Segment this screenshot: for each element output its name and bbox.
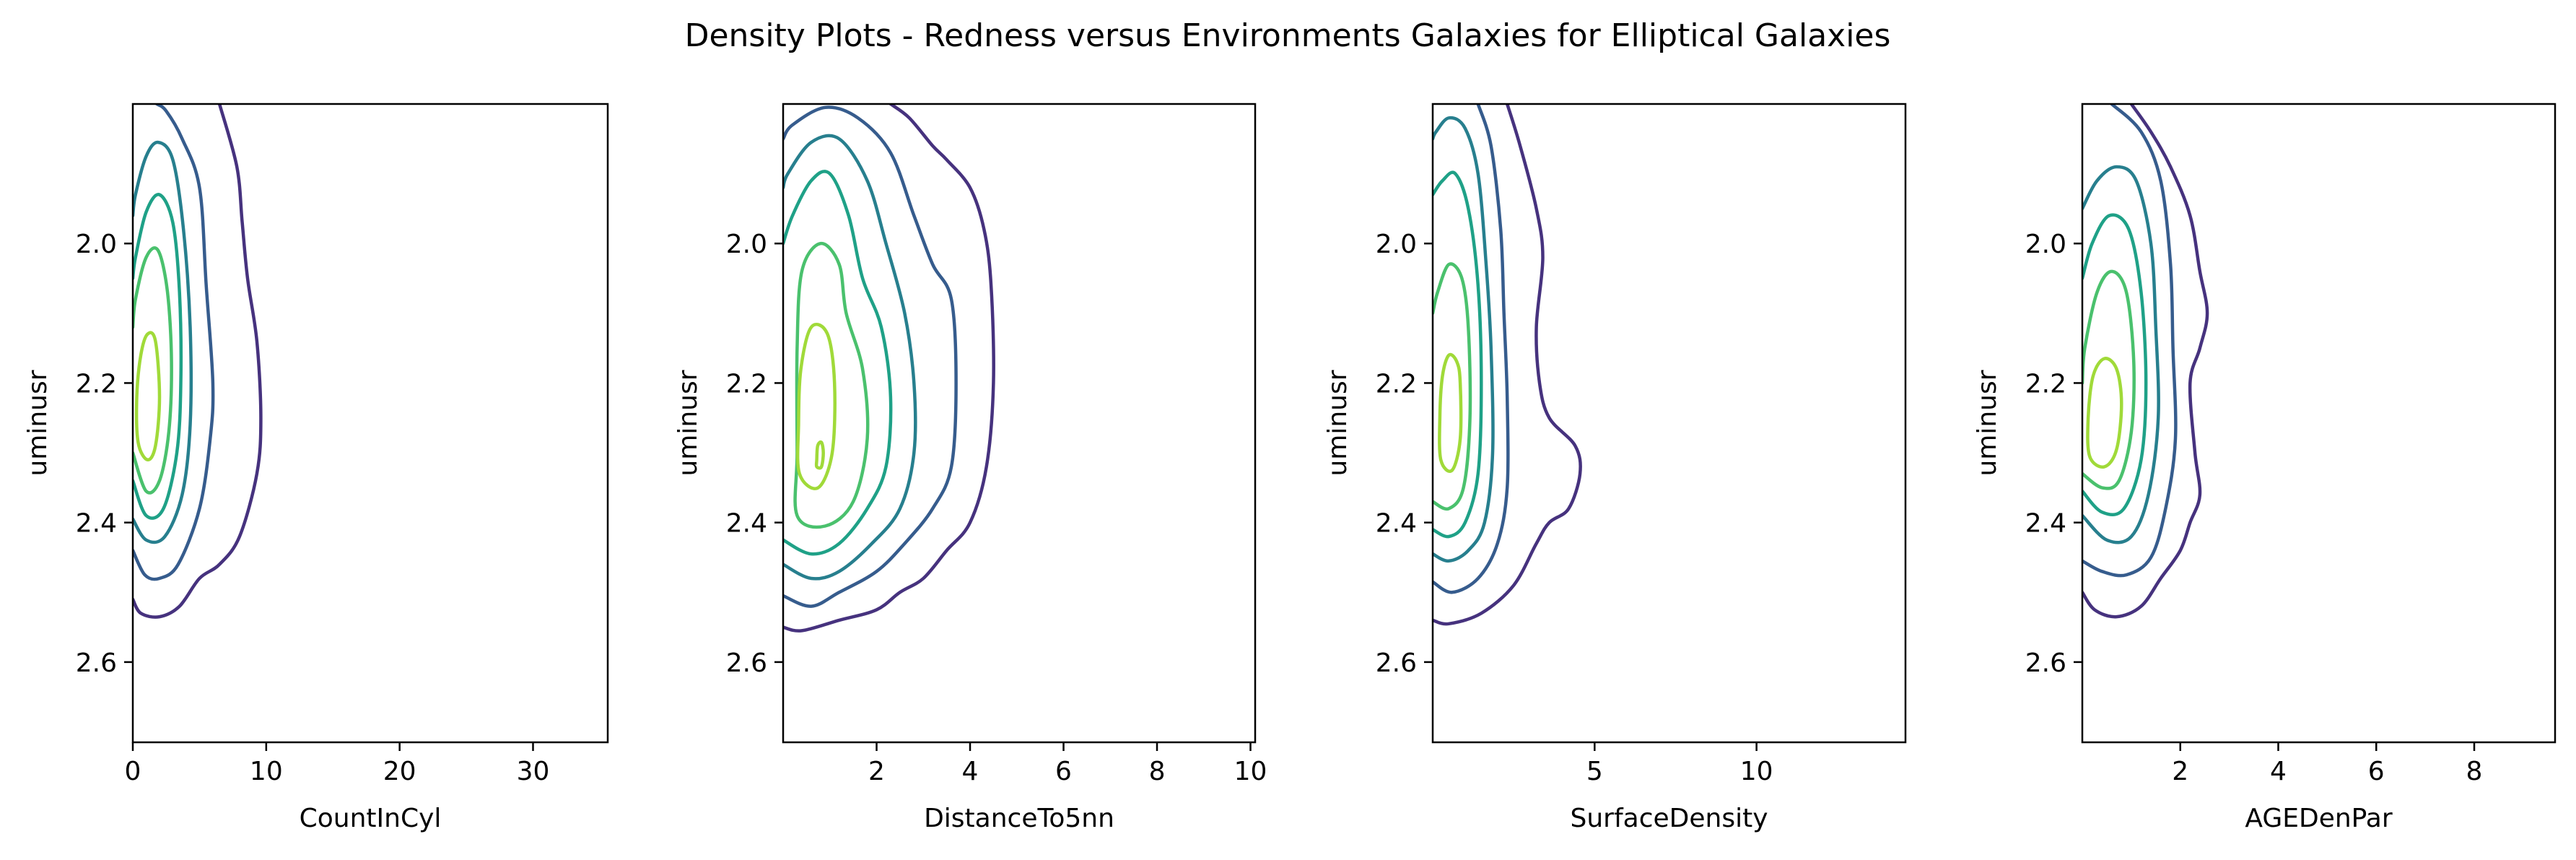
contour-lines bbox=[2082, 104, 2209, 619]
y-tick-label: 2.4 bbox=[76, 509, 117, 539]
x-tick-label: 8 bbox=[2466, 757, 2483, 786]
y-tick-label: 2.6 bbox=[2025, 648, 2066, 678]
density-panel-3: 5 10 2.0 2.2 2.4 2.6 SurfaceDensity uminusr bbox=[1323, 103, 1907, 833]
y-tick-label: 2.4 bbox=[1376, 509, 1417, 539]
x-tick-label: 10 bbox=[250, 757, 283, 786]
contour-level-5 bbox=[1433, 262, 1472, 511]
contour-level-6 bbox=[134, 331, 162, 461]
contour-level-3 bbox=[1433, 116, 1495, 563]
contour-level-6 bbox=[814, 440, 825, 470]
y-tick-label: 2.2 bbox=[2025, 369, 2066, 399]
contour-level-1 bbox=[1433, 104, 1582, 626]
x-tick-label: 4 bbox=[962, 757, 979, 786]
contour-level-3 bbox=[133, 140, 193, 544]
y-tick-label: 2.0 bbox=[2025, 230, 2066, 259]
contour-lines bbox=[133, 104, 263, 619]
x-tick-label: 2 bbox=[868, 757, 885, 786]
contour-level-2 bbox=[783, 105, 958, 608]
y-tick-label: 2.6 bbox=[726, 648, 767, 678]
contour-level-3 bbox=[783, 134, 917, 581]
contour-level-4 bbox=[783, 170, 893, 556]
y-tick-label: 2.0 bbox=[726, 230, 767, 259]
y-axis-label: uminusr bbox=[23, 370, 53, 476]
axes-frame bbox=[131, 103, 609, 744]
y-tick-label: 2.0 bbox=[76, 230, 117, 259]
x-tick-label: 8 bbox=[1149, 757, 1166, 786]
contour-level-4 bbox=[1433, 170, 1483, 539]
y-axis-label: uminusr bbox=[673, 370, 703, 476]
contour-level-1 bbox=[2082, 104, 2209, 619]
y-axis-label: uminusr bbox=[1973, 370, 2002, 476]
x-tick-label: 6 bbox=[1055, 757, 1072, 786]
contour-lines bbox=[1433, 104, 1582, 626]
y-tick-label: 2.2 bbox=[76, 369, 117, 399]
x-tick-label: 20 bbox=[383, 757, 416, 786]
y-tick-label: 2.6 bbox=[76, 648, 117, 678]
contour-level-1 bbox=[783, 104, 995, 633]
contour-level-2 bbox=[133, 104, 215, 581]
x-axis-label: DistanceTo5nn bbox=[924, 804, 1114, 833]
density-panel-4: 2 4 6 8 2.0 2.2 2.4 2.6 AGEDenPar uminusr bbox=[1973, 103, 2557, 833]
x-tick-label: 30 bbox=[517, 757, 550, 786]
axes-frame bbox=[1431, 103, 1907, 744]
x-tick-label: 2 bbox=[2172, 757, 2188, 786]
y-tick-label: 2.4 bbox=[2025, 509, 2066, 539]
contour-level-4 bbox=[2082, 213, 2148, 517]
contour-level-5 bbox=[2082, 269, 2136, 490]
contour-level-6 bbox=[1438, 352, 1463, 473]
figure-title: Density Plots - Redness versus Environme… bbox=[685, 17, 1891, 54]
contour-lines bbox=[783, 104, 995, 633]
contour-level-6 bbox=[2086, 357, 2123, 469]
axes-frame bbox=[2081, 103, 2557, 744]
y-tick-label: 2.0 bbox=[1376, 230, 1417, 259]
contour-level-4 bbox=[133, 193, 183, 520]
contour-level-5 bbox=[793, 241, 870, 529]
x-tick-label: 0 bbox=[125, 757, 141, 786]
axes-frame bbox=[782, 103, 1257, 744]
x-axis-label: AGEDenPar bbox=[2245, 804, 2392, 833]
y-tick-label: 2.4 bbox=[726, 509, 767, 539]
x-tick-label: 10 bbox=[1234, 757, 1267, 786]
x-tick-label: 4 bbox=[2270, 757, 2287, 786]
y-tick-label: 2.2 bbox=[726, 369, 767, 399]
contour-level-2 bbox=[2082, 104, 2178, 578]
density-panel-2: 2 4 6 8 10 2.0 2.2 2.4 2.6 DistanceTo5nn uminusr bbox=[673, 103, 1267, 833]
x-axis-label: SurfaceDensity bbox=[1570, 804, 1768, 833]
contour-level-2 bbox=[1433, 104, 1510, 594]
y-tick-label: 2.2 bbox=[1376, 369, 1417, 399]
x-tick-label: 10 bbox=[1740, 757, 1773, 786]
y-tick-label: 2.6 bbox=[1376, 648, 1417, 678]
x-tick-label: 6 bbox=[2368, 757, 2385, 786]
x-axis-label: CountInCyl bbox=[300, 804, 442, 833]
x-tick-label: 5 bbox=[1586, 757, 1603, 786]
contour-level-1 bbox=[133, 104, 263, 619]
density-panel-1: 0 10 20 30 2.0 2.2 2.4 2.6 CountInCyl uminusr bbox=[23, 103, 609, 833]
contour-level-6 bbox=[795, 323, 837, 490]
contour-level-5 bbox=[133, 246, 173, 495]
y-axis-label: uminusr bbox=[1323, 370, 1353, 476]
contour-level-3 bbox=[2082, 165, 2160, 544]
